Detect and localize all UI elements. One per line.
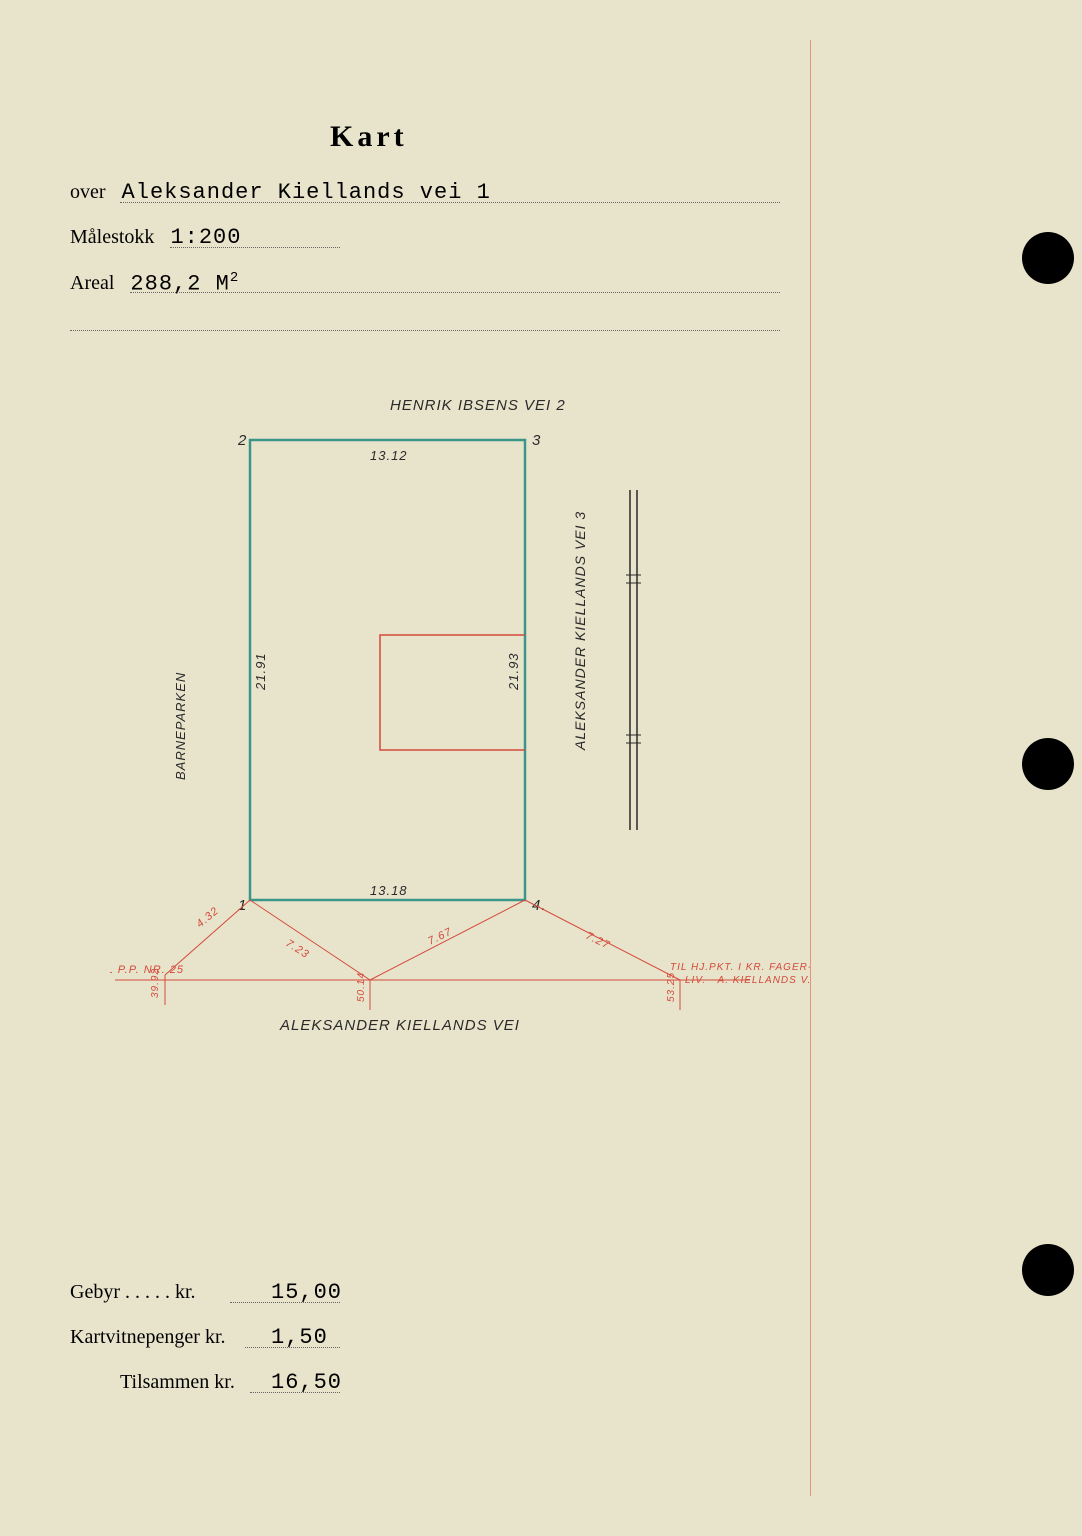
dotted-line [70,330,780,331]
page-content: Kart over Aleksander Kiellands vei 1 Mål… [60,40,1082,1496]
street-right: ALEKSANDER KIELLANDS VEI 3 [572,511,588,751]
meas-4: 7.27 [584,930,612,952]
label-kartvitne: Kartvitnepenger kr. [70,1326,255,1349]
label-areal: Areal [70,272,114,295]
corner-1: 1 [238,897,247,914]
street-bottom: ALEKSANDER KIELLANDS VEI [279,1017,520,1034]
page-title: Kart [330,120,408,154]
dim-bottom: 13.18 [370,883,408,898]
dim-top: 13.12 [370,448,408,463]
building-outline [380,635,525,750]
meas-6: 50.14 [356,972,367,1002]
street-left: BARNEPARKEN [173,672,188,780]
corner-3: 3 [532,432,541,449]
label-gebyr: Gebyr . . . . . kr. [70,1281,255,1304]
plot-diagram: HENRIK IBSENS VEI 2 BARNEPARKEN ALEKSAND… [110,380,810,1060]
meas-2: 7.23 [283,937,311,961]
value-areal-exp: 2 [230,270,239,286]
corner-2: 2 [237,432,247,449]
meas-1: 4.32 [194,905,221,931]
corner-4: 4. [532,897,547,914]
meas-7: 53.25 [666,972,677,1002]
dim-right: 21.93 [506,652,521,691]
plot-boundary [250,440,525,900]
ref-right-1: TIL HJ.PKT. I KR. FAGER- [670,962,810,973]
dotted-line [170,247,340,248]
survey-line [250,900,370,980]
dotted-line [250,1392,340,1393]
ref-left: TIL P.P. NR. 25 [110,964,184,976]
label-over: over [70,181,106,204]
dim-left: 21.91 [253,652,268,691]
dotted-line [230,1302,340,1303]
meas-3: 7.67 [426,926,454,948]
dotted-line [120,202,780,203]
dotted-line [130,292,780,293]
survey-line [370,900,525,980]
label-tilsammen: Tilsammen kr. [120,1371,255,1394]
ref-right-2: LIV. - A. KIELLANDS V. [685,975,810,986]
dotted-line [245,1347,340,1348]
label-malestokk: Målestokk [70,226,154,249]
margin-line [810,40,811,1496]
street-top: HENRIK IBSENS VEI 2 [390,397,566,414]
